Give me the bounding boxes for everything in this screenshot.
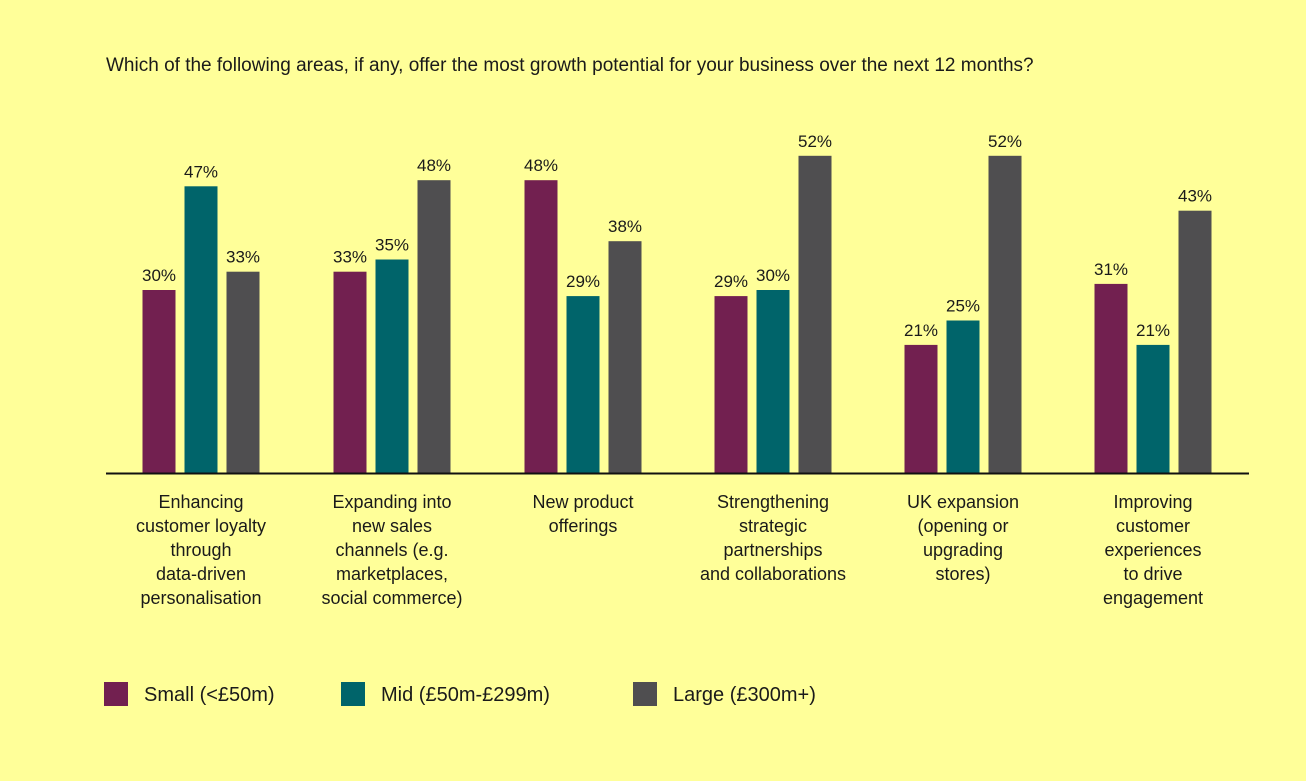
bar [904, 344, 938, 473]
bar-group: 33% 35% 48% Expanding into new sales channels… [321, 156, 462, 608]
bar [184, 186, 218, 474]
bar [1178, 210, 1212, 473]
bar [375, 259, 409, 473]
bar [798, 155, 832, 474]
bar-group: 31% 21% 43% Improving customer experiences to … [1094, 187, 1212, 608]
bar [566, 296, 600, 473]
legend: Small (<£50m) Mid (£50m-£299m) Large (£300… [104, 682, 816, 706]
category-label: Strengthening strategic partnerships and co… [700, 492, 846, 584]
bar [714, 296, 748, 473]
bar [1136, 344, 1170, 473]
legend-label: Large (£300m+) [673, 684, 816, 706]
data-label: 48% [524, 156, 558, 175]
bar [333, 271, 367, 473]
legend-swatch [104, 682, 128, 706]
data-label: 21% [1136, 321, 1170, 340]
data-label: 29% [714, 272, 748, 291]
legend-label: Small (<£50m) [144, 684, 275, 706]
data-label: 25% [946, 297, 980, 316]
chart-title: Which of the following areas, if any, of… [106, 55, 1034, 76]
category-label: Improving customer experiences to drive enga… [1103, 492, 1203, 608]
bar-group: 48% 29% 38% New product offerings [524, 156, 642, 536]
legend-swatch [341, 682, 365, 706]
bar [524, 180, 558, 473]
data-label: 30% [756, 266, 790, 285]
bar-group: 30% 47% 33% Enhancing customer loyalty throug… [136, 162, 266, 608]
data-label: 48% [417, 156, 451, 175]
data-label: 33% [333, 248, 367, 267]
data-label: 21% [904, 321, 938, 340]
data-label: 38% [608, 217, 642, 236]
legend-swatch [633, 682, 657, 706]
data-label: 33% [226, 248, 260, 267]
category-label: Enhancing customer loyalty through data-dri… [136, 492, 266, 608]
bar [417, 180, 451, 473]
data-label: 52% [988, 132, 1022, 151]
category-label: New product offerings [532, 492, 633, 536]
data-label: 43% [1178, 187, 1212, 206]
data-label: 35% [375, 236, 409, 255]
bar-group: 29% 30% 52% Strengthening strategic partnersh… [700, 132, 846, 584]
bar [946, 320, 980, 473]
legend-label: Mid (£50m-£299m) [381, 684, 550, 706]
bar-group: 21% 25% 52% UK expansion (opening or upgradin… [904, 132, 1022, 584]
data-label: 29% [566, 272, 600, 291]
data-label: 31% [1094, 260, 1128, 279]
data-label: 52% [798, 132, 832, 151]
category-label: Expanding into new sales channels (e.g. mar… [321, 492, 462, 608]
bar [1094, 283, 1128, 473]
data-label: 47% [184, 162, 218, 181]
bar [988, 155, 1022, 474]
category-label: UK expansion (opening or upgrading stores) [907, 492, 1019, 584]
data-label: 30% [142, 266, 176, 285]
bar [226, 271, 260, 473]
bar [756, 290, 790, 473]
bar [142, 290, 176, 473]
bar [608, 241, 642, 473]
